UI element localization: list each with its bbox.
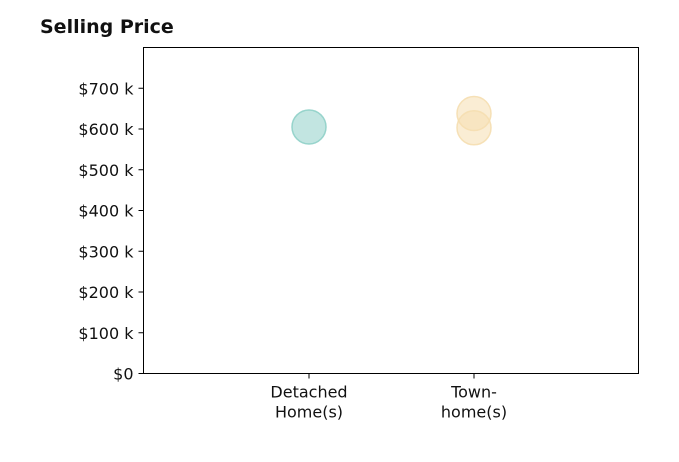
points-layer [291,95,492,146]
data-point [456,110,492,146]
x-tick-label: Town-home(s) [441,383,507,422]
y-tick-label: $200 k [78,283,134,302]
y-tick-label: $500 k [78,161,134,180]
y-tick-label: $100 k [78,324,134,343]
x-axis: Detached Home(s) Town-home(s) [270,373,507,422]
data-point [291,109,327,145]
y-axis: $0 $100 k $200 k $300 k $400 k $500 k $600 k $7… [78,79,144,384]
y-tick-label: $600 k [78,120,134,139]
x-tick-label: Detached Home(s) [270,383,347,422]
y-tick-label: $400 k [78,202,134,221]
y-tick-label: $700 k [78,79,134,98]
plot-area-frame [143,47,639,374]
y-tick-label: $300 k [78,242,134,261]
y-tick-label: $0 [113,365,133,384]
chart-title: Selling Price [40,16,174,38]
